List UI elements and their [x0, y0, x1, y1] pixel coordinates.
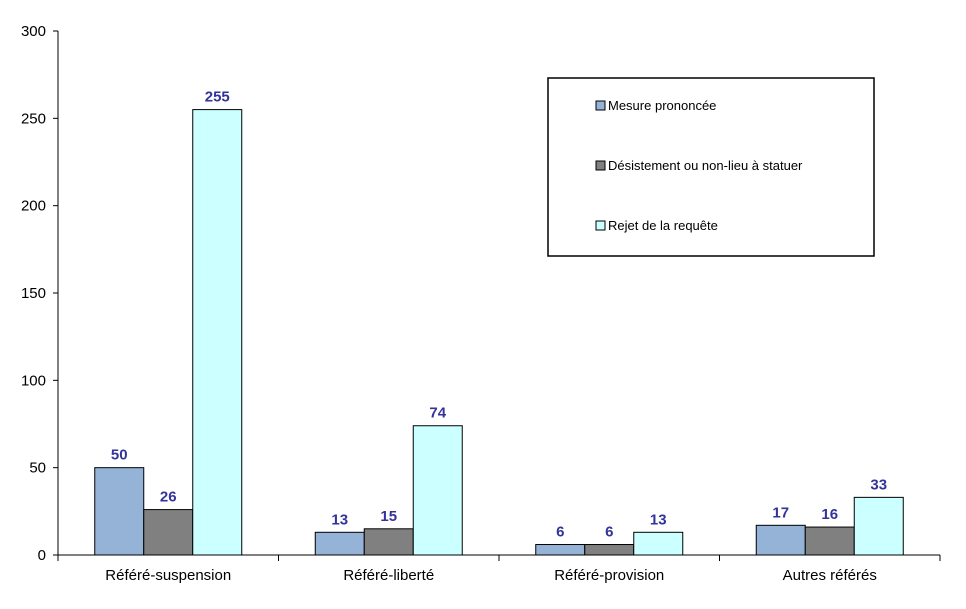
- data-label: 13: [331, 511, 348, 528]
- x-axis: Référé-suspension Référé-liberté Référé-pr…: [57, 554, 941, 584]
- y-tick-label: 50: [29, 460, 46, 477]
- bar: [584, 544, 635, 556]
- x-tick-label: Autres référés: [783, 567, 877, 584]
- y-tick-label: 150: [21, 285, 46, 302]
- bars: [94, 109, 904, 556]
- bar: [143, 509, 194, 556]
- data-labels: 50 26 255 13 15 74 6 6 13 17 16 33: [111, 89, 887, 541]
- x-tick-label: Référé-provision: [554, 567, 664, 584]
- x-tick-label: Référé-suspension: [105, 567, 231, 584]
- bar: [853, 496, 904, 556]
- y-tick-label: 300: [21, 23, 46, 40]
- data-label: 33: [870, 476, 887, 493]
- data-label: 6: [556, 524, 564, 541]
- bar: [804, 526, 855, 556]
- x-tick-label: Référé-liberté: [343, 567, 434, 584]
- y-tick-label: 0: [38, 547, 46, 564]
- legend-swatch: [595, 220, 606, 231]
- legend-label: Mesure prononcée: [608, 98, 716, 113]
- bar: [314, 531, 365, 556]
- data-label: 15: [380, 508, 397, 525]
- bar: [412, 425, 463, 556]
- data-label: 6: [605, 524, 613, 541]
- legend: Mesure prononcée Désistement ou non-lieu …: [547, 77, 875, 257]
- bar: [535, 544, 586, 556]
- y-tick-label: 100: [21, 372, 46, 389]
- data-label: 16: [821, 506, 838, 523]
- y-axis: 0 50 100 150 200 250 300: [21, 23, 59, 564]
- legend-swatch: [595, 100, 606, 111]
- legend-swatch: [595, 160, 606, 171]
- bar: [633, 531, 684, 556]
- data-label: 13: [650, 511, 667, 528]
- bar: [192, 109, 243, 556]
- bar: [363, 528, 414, 556]
- data-label: 74: [429, 405, 446, 422]
- data-label: 26: [160, 489, 177, 506]
- data-label: 17: [772, 504, 789, 521]
- legend-label: Rejet de la requête: [608, 218, 718, 233]
- data-label: 255: [205, 89, 230, 106]
- bar: [755, 524, 806, 556]
- data-label: 50: [111, 447, 128, 464]
- bar: [94, 467, 145, 556]
- legend-label: Désistement ou non-lieu à statuer: [608, 158, 803, 173]
- y-tick-label: 250: [21, 110, 46, 127]
- y-tick-label: 200: [21, 198, 46, 215]
